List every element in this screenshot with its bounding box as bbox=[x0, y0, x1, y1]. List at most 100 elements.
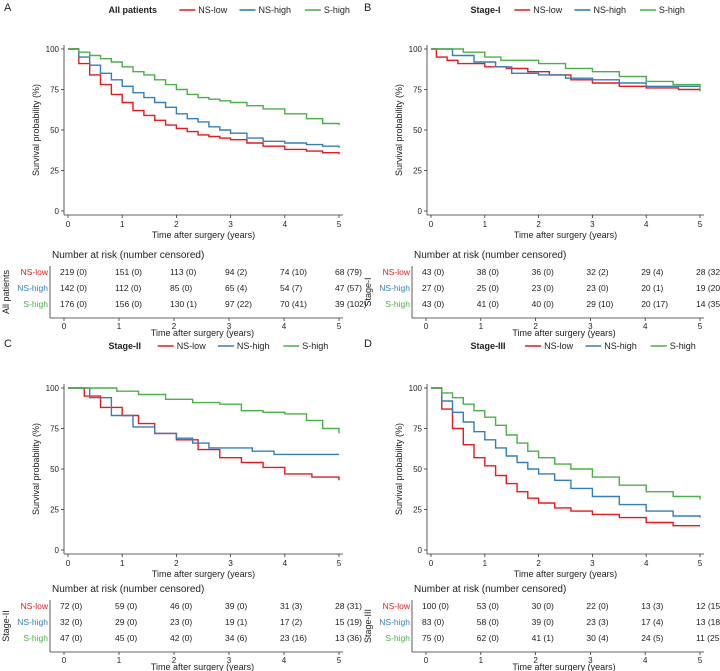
risk-cell: 28 (32) bbox=[696, 267, 720, 277]
survival-curve-ns-low bbox=[68, 387, 340, 481]
risk-x-tick-label: 5 bbox=[337, 656, 342, 665]
risk-cell: 14 (35) bbox=[696, 299, 720, 309]
risk-cell: 39 (0) bbox=[532, 617, 554, 627]
x-tick-label: 1 bbox=[120, 220, 125, 229]
risk-table-title: Number at risk (number censored) bbox=[414, 584, 566, 595]
risk-table: Number at risk (number censored)NS-low 43… bbox=[363, 250, 720, 338]
risk-cell: 83 (0) bbox=[422, 617, 444, 627]
risk-cell: 85 (0) bbox=[170, 283, 192, 293]
survival-curve-ns-low bbox=[431, 387, 700, 527]
survival-curve-ns-high bbox=[431, 387, 701, 518]
x-tick-label: 5 bbox=[698, 220, 703, 229]
x-axis-title: Time after surgery (years) bbox=[514, 569, 617, 579]
risk-cell: 29 (10) bbox=[586, 299, 613, 309]
risk-cell: 15 (19) bbox=[335, 617, 362, 627]
risk-cell: 100 (0) bbox=[422, 601, 449, 611]
risk-x-tick-label: 0 bbox=[424, 656, 429, 665]
x-tick-label: 0 bbox=[66, 559, 71, 568]
risk-table-y-title: Stage-I bbox=[363, 277, 373, 306]
risk-cell: 32 (2) bbox=[586, 267, 608, 277]
risk-cell: 34 (6) bbox=[225, 633, 247, 643]
curves bbox=[68, 387, 340, 481]
risk-x-axis-title: Time after surgery (years) bbox=[512, 328, 615, 338]
survival-curve-ns-low bbox=[68, 48, 340, 155]
legend-label-s-high: S-high bbox=[302, 341, 328, 351]
y-axis-title: Survival probability (%) bbox=[31, 423, 41, 515]
curves bbox=[68, 48, 340, 155]
risk-cell: 113 (0) bbox=[170, 267, 196, 277]
risk-cell: 43 (0) bbox=[422, 299, 444, 309]
risk-cell: 36 (0) bbox=[532, 267, 554, 277]
x-tick-label: 0 bbox=[66, 220, 71, 229]
legend-label-ns-high: NS-high bbox=[237, 341, 270, 351]
risk-cell: 19 (20) bbox=[696, 283, 720, 293]
risk-cell: 130 (1) bbox=[170, 299, 197, 309]
risk-cell: 41 (1) bbox=[532, 633, 554, 643]
x-tick-label: 5 bbox=[698, 559, 703, 568]
risk-cell: 46 (0) bbox=[170, 601, 192, 611]
risk-cell: 151 (0) bbox=[115, 267, 142, 277]
legend-label-ns-high: NS-high bbox=[594, 5, 627, 15]
risk-cell: 58 (0) bbox=[477, 617, 499, 627]
risk-cell: 20 (17) bbox=[641, 299, 668, 309]
x-tick-label: 4 bbox=[283, 559, 288, 568]
x-tick-label: 1 bbox=[120, 559, 125, 568]
x-tick-label: 3 bbox=[590, 220, 595, 229]
risk-x-tick-label: 2 bbox=[172, 322, 177, 331]
panel-d: D Stage-III NS-low NS-high S-high02550751000… bbox=[363, 338, 720, 671]
risk-x-tick-label: 3 bbox=[227, 322, 232, 331]
risk-row-label-s-high: S-high bbox=[385, 633, 410, 643]
legend-label-s-high: S-high bbox=[659, 5, 685, 15]
legend: Stage-III NS-low NS-high S-high bbox=[471, 341, 696, 351]
axes: 0 25 50 75 100 0 1 2 3 4 5 Time after surgery (year… bbox=[31, 384, 343, 579]
risk-cell: 23 (0) bbox=[170, 617, 192, 627]
x-tick-label: 0 bbox=[429, 220, 434, 229]
panel-letter: A bbox=[4, 2, 12, 14]
risk-table-title: Number at risk (number censored) bbox=[414, 250, 566, 261]
risk-x-tick-label: 0 bbox=[62, 656, 67, 665]
risk-cell: 39 (102) bbox=[335, 299, 367, 309]
risk-cell: 22 (0) bbox=[586, 601, 608, 611]
risk-cell: 65 (4) bbox=[225, 283, 247, 293]
risk-x-tick-label: 4 bbox=[282, 656, 287, 665]
legend: All patients NS-low NS-high S-high bbox=[109, 5, 350, 15]
risk-x-tick-label: 4 bbox=[643, 322, 648, 331]
y-tick-label: 75 bbox=[50, 425, 59, 434]
risk-table-y-title: All patients bbox=[1, 269, 11, 314]
risk-cell: 38 (0) bbox=[477, 267, 499, 277]
risk-cell: 30 (4) bbox=[586, 633, 608, 643]
x-tick-label: 2 bbox=[174, 559, 179, 568]
survival-curve-s-high bbox=[431, 387, 701, 500]
panel-a: A All patients NS-low NS-high S-high02550751… bbox=[1, 2, 367, 338]
risk-x-tick-label: 2 bbox=[172, 656, 177, 665]
risk-cell: 47 (0) bbox=[60, 633, 82, 643]
y-tick-label: 50 bbox=[50, 126, 59, 135]
x-tick-label: 4 bbox=[283, 220, 288, 229]
risk-cell: 97 (22) bbox=[225, 299, 252, 309]
risk-cell: 27 (0) bbox=[422, 283, 444, 293]
risk-cell: 29 (0) bbox=[115, 617, 137, 627]
risk-x-tick-label: 1 bbox=[117, 656, 122, 665]
x-tick-label: 3 bbox=[228, 559, 233, 568]
legend-label-s-high: S-high bbox=[324, 5, 350, 15]
risk-cell: 23 (0) bbox=[532, 283, 554, 293]
x-axis-title: Time after surgery (years) bbox=[152, 230, 255, 240]
risk-cell: 47 (57) bbox=[335, 283, 362, 293]
risk-cell: 70 (41) bbox=[280, 299, 307, 309]
risk-cell: 54 (7) bbox=[280, 283, 302, 293]
risk-table-title: Number at risk (number censored) bbox=[52, 250, 204, 261]
y-tick-label: 75 bbox=[413, 86, 422, 95]
x-tick-label: 5 bbox=[337, 559, 342, 568]
survival-curve-s-high bbox=[68, 48, 340, 126]
y-axis-title: Survival probability (%) bbox=[394, 423, 404, 515]
risk-x-axis-title: Time after surgery (years) bbox=[512, 662, 615, 671]
risk-cell: 25 (0) bbox=[477, 283, 499, 293]
risk-x-tick-label: 5 bbox=[698, 656, 703, 665]
x-tick-label: 1 bbox=[483, 559, 488, 568]
axes: 0 25 50 75 100 0 1 2 3 4 5 Time after surgery (year… bbox=[31, 45, 343, 240]
legend-label-s-high: S-high bbox=[670, 341, 696, 351]
x-tick-label: 5 bbox=[337, 220, 342, 229]
risk-x-tick-label: 1 bbox=[479, 656, 484, 665]
